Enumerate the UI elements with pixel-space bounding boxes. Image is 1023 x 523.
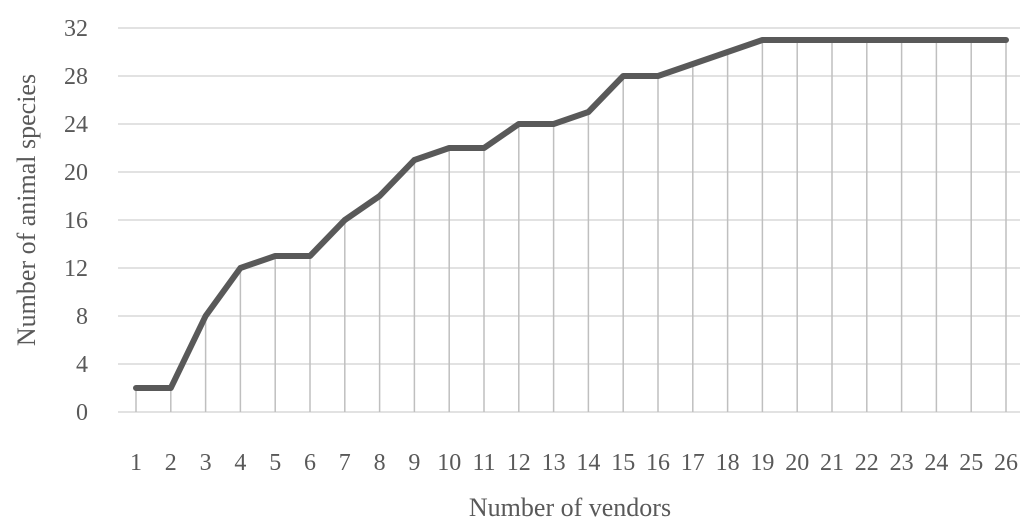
y-axis-title: Number of animal species xyxy=(12,74,41,346)
x-tick-label: 4 xyxy=(234,450,246,476)
x-tick-label: 16 xyxy=(646,450,670,476)
y-tick-label: 24 xyxy=(64,112,88,138)
drop-lines xyxy=(135,40,1007,412)
x-tick-label: 3 xyxy=(200,450,212,476)
x-tick-label: 7 xyxy=(339,450,351,476)
x-tick-label: 9 xyxy=(408,450,420,476)
x-tick-label: 2 xyxy=(165,450,177,476)
y-tick-label: 16 xyxy=(64,208,88,234)
x-tick-label: 6 xyxy=(304,450,316,476)
y-tick-label: 28 xyxy=(64,64,88,90)
y-tick-label: 0 xyxy=(76,400,88,426)
x-tick-label: 10 xyxy=(437,450,461,476)
x-tick-label: 14 xyxy=(576,450,600,476)
y-tick-label: 20 xyxy=(64,160,88,186)
x-tick-label: 25 xyxy=(959,450,983,476)
x-tick-label: 17 xyxy=(681,450,705,476)
x-tick-label: 18 xyxy=(716,450,740,476)
x-tick-label: 15 xyxy=(611,450,635,476)
y-tick-label: 4 xyxy=(76,352,88,378)
series xyxy=(133,37,1009,391)
x-tick-label: 23 xyxy=(890,450,914,476)
x-tick-label: 19 xyxy=(750,450,774,476)
x-tick-label: 11 xyxy=(472,450,495,476)
y-tick-label: 8 xyxy=(76,304,88,330)
series-line xyxy=(133,37,1009,391)
x-tick-label: 21 xyxy=(820,450,844,476)
x-tick-label: 22 xyxy=(855,450,879,476)
x-tick-label: 12 xyxy=(507,450,531,476)
x-tick-label: 1 xyxy=(130,450,142,476)
x-tick-label: 26 xyxy=(994,450,1018,476)
x-tick-label: 8 xyxy=(374,450,386,476)
gridlines xyxy=(118,27,1020,413)
y-tick-label: 32 xyxy=(64,16,88,42)
x-tick-label: 24 xyxy=(924,450,948,476)
x-tick-label: 13 xyxy=(542,450,566,476)
y-tick-label: 12 xyxy=(64,256,88,282)
x-axis-ticks: 1 2 3 4 5 6 7 8 9 10 11 12 13 14 15 16 17 18 19 20 21 22 23 24 2… xyxy=(130,450,1018,476)
x-tick-label: 5 xyxy=(269,450,281,476)
x-tick-label: 20 xyxy=(785,450,809,476)
x-axis-title: Number of vendors xyxy=(469,493,671,522)
y-axis-ticks: 0 4 8 12 16 20 24 28 32 xyxy=(64,16,88,426)
